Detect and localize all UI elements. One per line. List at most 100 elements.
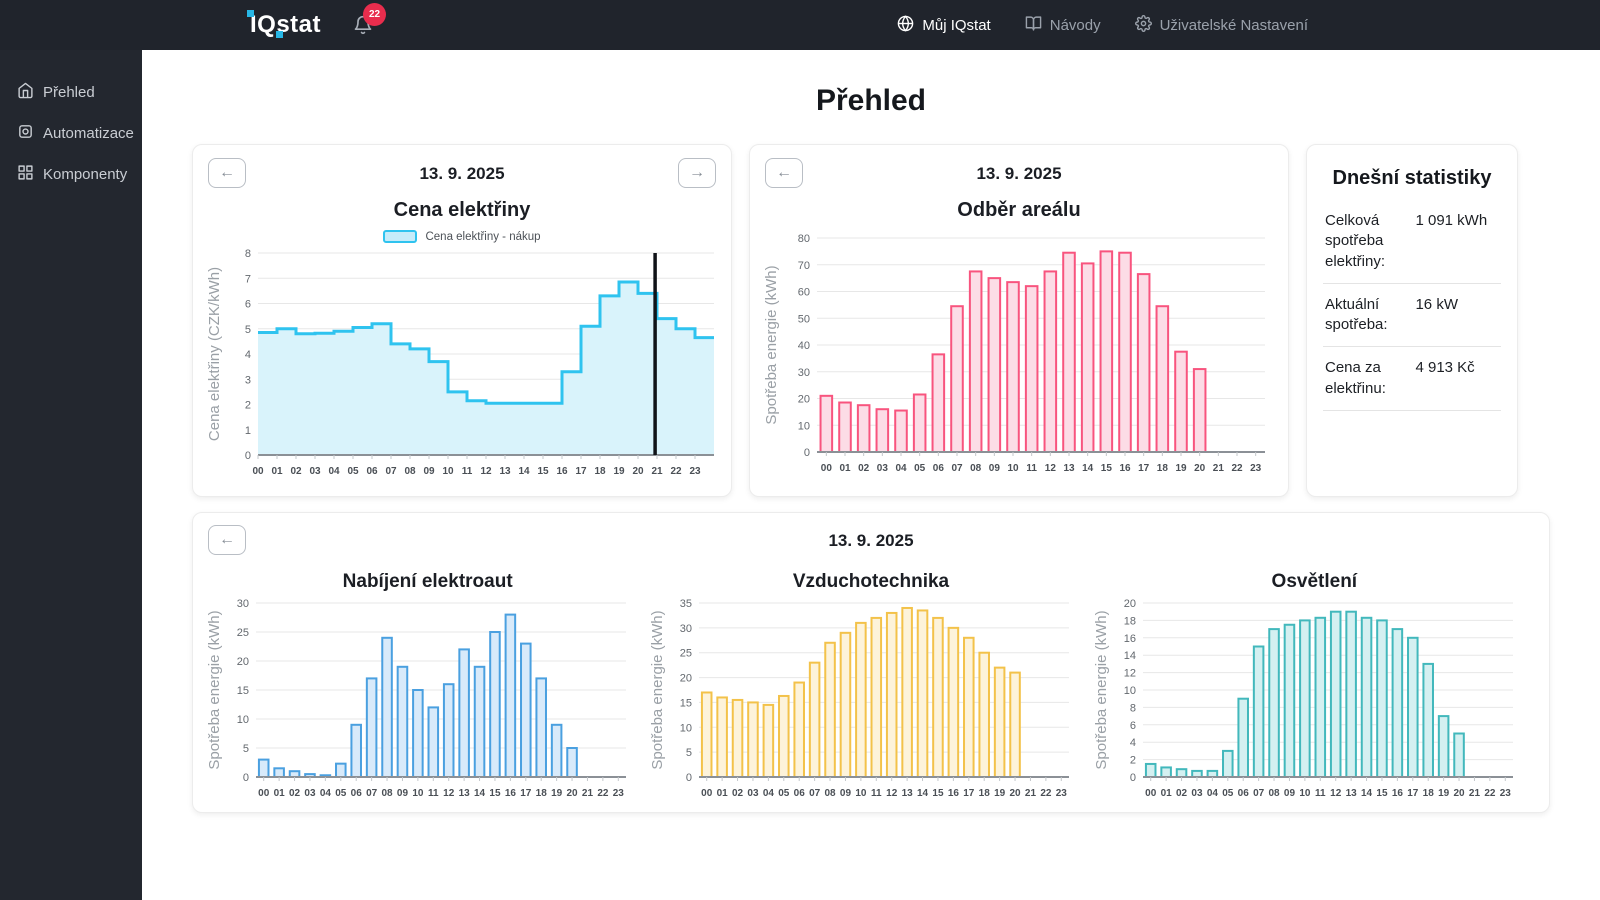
- svg-text:Cena elektřiny (CZK/kWh): Cena elektřiny (CZK/kWh): [206, 267, 223, 441]
- ventilation-title: Vzduchotechnika: [792, 571, 950, 592]
- svg-text:15: 15: [237, 685, 249, 697]
- svg-text:23: 23: [689, 466, 701, 477]
- svg-text:14: 14: [1082, 463, 1094, 474]
- svg-text:10: 10: [442, 466, 454, 477]
- svg-text:16: 16: [505, 788, 517, 799]
- sidebar-item-komponenty[interactable]: Komponenty: [0, 154, 142, 195]
- consumption-card: ← 13. 9. 2025 Odběr areálu 0 10 20 30 40 50 60…: [749, 144, 1289, 497]
- svg-text:14: 14: [518, 466, 530, 477]
- svg-text:07: 07: [366, 788, 378, 799]
- svg-text:04: 04: [1206, 788, 1218, 799]
- main-content: Přehled ← 13. 9. 2025 → Cena elektřiny C…: [142, 50, 1600, 900]
- price-next-day-button[interactable]: →: [678, 158, 716, 188]
- svg-text:4: 4: [1130, 737, 1136, 749]
- sidebar-item-automatizace[interactable]: Automatizace: [0, 113, 142, 154]
- svg-text:04: 04: [895, 463, 907, 474]
- svg-text:04: 04: [763, 788, 775, 799]
- svg-text:10: 10: [680, 722, 692, 734]
- svg-text:08: 08: [970, 463, 982, 474]
- svg-text:21: 21: [651, 466, 663, 477]
- svg-text:13: 13: [1345, 788, 1357, 799]
- svg-text:14: 14: [474, 788, 486, 799]
- svg-text:01: 01: [717, 788, 729, 799]
- nav-item-label: Uživatelské Nastavení: [1159, 16, 1308, 34]
- svg-text:02: 02: [290, 466, 302, 477]
- svg-text:05: 05: [347, 466, 359, 477]
- svg-text:06: 06: [933, 463, 945, 474]
- svg-text:35: 35: [680, 598, 692, 610]
- svg-text:30: 30: [798, 367, 810, 379]
- top-row: ← 13. 9. 2025 → Cena elektřiny Cena elek…: [142, 144, 1600, 497]
- svg-text:19: 19: [1438, 788, 1450, 799]
- svg-text:10: 10: [798, 420, 810, 432]
- svg-text:01: 01: [274, 788, 286, 799]
- svg-text:10: 10: [856, 788, 868, 799]
- svg-text:21: 21: [582, 788, 594, 799]
- notifications-button[interactable]: 22: [353, 2, 387, 40]
- svg-text:12: 12: [1330, 788, 1342, 799]
- sidebar-item-label: Přehled: [43, 84, 95, 101]
- svg-text:20: 20: [566, 788, 578, 799]
- svg-text:7: 7: [245, 273, 251, 285]
- globe-icon: [897, 14, 914, 36]
- price-chart: 0 1 2 3 4 5 6 7 8 00 01 02 03 04 05 06 07 08 09 10 11 12 13 14 1…: [206, 247, 718, 486]
- legend-label: Cena elektřiny - nákup: [425, 230, 541, 243]
- svg-text:6: 6: [1130, 720, 1136, 732]
- svg-text:02: 02: [732, 788, 744, 799]
- svg-text:Spotřeba energie (kWh): Spotřeba energie (kWh): [1093, 610, 1110, 769]
- svg-text:23: 23: [1499, 788, 1511, 799]
- svg-text:09: 09: [989, 463, 1001, 474]
- stat-label: Aktuální spotřeba:: [1325, 295, 1388, 333]
- ev-charging-block: Nabíjení elektroaut 0 5 10 15 20 25 30 00 01 02 03…: [206, 559, 649, 808]
- svg-text:03: 03: [304, 788, 316, 799]
- svg-text:12: 12: [1045, 463, 1057, 474]
- svg-text:19: 19: [994, 788, 1006, 799]
- svg-text:19: 19: [613, 466, 625, 477]
- svg-text:01: 01: [1160, 788, 1172, 799]
- top-navbar: IQstat 22 Můj IQstat: [0, 0, 1600, 50]
- home-icon: [17, 82, 34, 103]
- svg-text:15: 15: [1101, 463, 1113, 474]
- svg-text:16: 16: [1391, 788, 1403, 799]
- price-card-date: 13. 9. 2025: [419, 164, 505, 183]
- svg-text:04: 04: [320, 788, 332, 799]
- svg-text:09: 09: [397, 788, 409, 799]
- svg-text:Spotřeba energie (kWh): Spotřeba energie (kWh): [206, 610, 223, 769]
- svg-text:40: 40: [798, 340, 810, 352]
- svg-text:11: 11: [1026, 463, 1037, 474]
- svg-text:60: 60: [798, 287, 810, 299]
- lighting-title: Osvětlení: [1271, 571, 1358, 592]
- sidebar: Přehled Automatizace Komponenty: [0, 50, 142, 900]
- nav-item-uzivatelske-nastaveni[interactable]: Uživatelské Nastavení: [1134, 14, 1308, 36]
- svg-text:09: 09: [1284, 788, 1296, 799]
- svg-text:01: 01: [839, 463, 851, 474]
- svg-text:10: 10: [1123, 685, 1135, 697]
- svg-text:09: 09: [840, 788, 852, 799]
- svg-text:16: 16: [948, 788, 960, 799]
- svg-text:03: 03: [309, 466, 321, 477]
- svg-text:5: 5: [686, 747, 692, 759]
- nav-item-navody[interactable]: Návody: [1025, 15, 1101, 36]
- appliances-prev-day-button[interactable]: ←: [208, 525, 246, 555]
- svg-text:04: 04: [328, 466, 340, 477]
- svg-text:0: 0: [686, 772, 692, 784]
- svg-text:14: 14: [1361, 788, 1373, 799]
- app-logo[interactable]: IQstat: [246, 10, 321, 39]
- svg-text:20: 20: [237, 656, 249, 668]
- sidebar-item-label: Komponenty: [43, 166, 128, 183]
- svg-text:13: 13: [902, 788, 914, 799]
- consumption-chart: 0 10 20 30 40 50 60 70 80 00 01 02 03 04 05 06 07 08 09 10 1…: [763, 230, 1275, 483]
- price-prev-day-button[interactable]: ←: [208, 158, 246, 188]
- stat-row-total-consumption: Celková spotřeba elektřiny: 1 091 kWh: [1323, 200, 1501, 284]
- svg-text:0: 0: [804, 447, 810, 459]
- nav-item-muj-iqstat[interactable]: Můj IQstat: [897, 14, 991, 36]
- components-icon: [17, 164, 34, 185]
- price-card: ← 13. 9. 2025 → Cena elektřiny Cena elek…: [192, 144, 732, 497]
- legend-swatch: [383, 230, 418, 243]
- svg-text:15: 15: [933, 788, 945, 799]
- sidebar-item-prehled[interactable]: Přehled: [0, 72, 142, 113]
- svg-text:15: 15: [489, 788, 501, 799]
- consumption-prev-day-button[interactable]: ←: [765, 158, 803, 188]
- svg-text:0: 0: [243, 772, 249, 784]
- sidebar-item-label: Automatizace: [43, 125, 134, 142]
